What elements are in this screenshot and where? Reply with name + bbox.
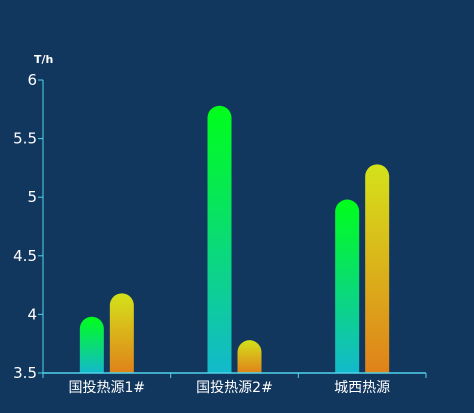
y-tick-label: 4 xyxy=(27,305,37,323)
bars-group xyxy=(79,105,390,373)
y-tick-label: 4.5 xyxy=(13,247,37,265)
y-tick-label: 6 xyxy=(27,71,37,89)
x-tick-label: 城西热源 xyxy=(334,380,390,396)
x-tick-label: 国投热源2# xyxy=(196,380,273,396)
bar-series2-2 xyxy=(237,340,262,373)
y-tick-label: 3.5 xyxy=(13,364,37,382)
y-tick-label: 5 xyxy=(27,188,37,206)
y-axis: 3.5 4 4.5 5 5.5 6 xyxy=(13,71,44,382)
bar-series2-1 xyxy=(109,293,134,373)
bar-series1-2 xyxy=(207,105,232,373)
bar-series1-1 xyxy=(79,316,104,373)
x-axis: 国投热源1# 国投热源2# 城西热源 xyxy=(42,372,427,396)
y-axis-unit-label: T/h xyxy=(34,53,53,66)
bar-series2-3 xyxy=(365,164,390,373)
y-tick-label: 5.5 xyxy=(13,130,37,148)
x-tick-label: 国投热源1# xyxy=(69,380,146,396)
bar-series1-3 xyxy=(335,199,360,373)
